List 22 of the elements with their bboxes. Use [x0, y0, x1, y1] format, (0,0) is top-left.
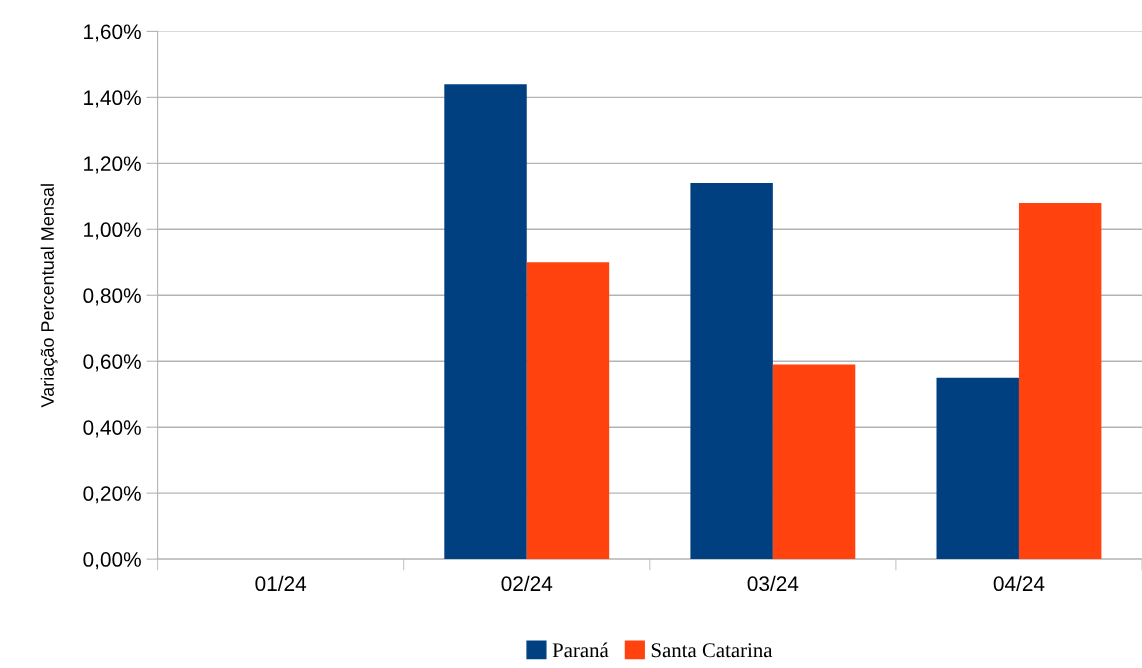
- x-tick-label: 01/24: [255, 575, 307, 592]
- y-tick-label: 1,40%: [84, 90, 141, 108]
- x-tick-label: 03/24: [747, 575, 799, 592]
- bar: [690, 183, 773, 560]
- y-tick-label: 1,60%: [84, 24, 141, 42]
- y-tick-label: 1,00%: [84, 222, 141, 240]
- bar: [526, 262, 610, 560]
- y-tick-label: 0,80%: [83, 288, 141, 306]
- y-axis-title: Variação Percentual Mensal: [40, 184, 58, 408]
- y-tick-label: 1,20%: [84, 156, 141, 174]
- y-tick-label: 0,60%: [83, 354, 141, 372]
- legend-label: Santa Catarina: [651, 643, 773, 658]
- y-tick-label: 0,40%: [83, 420, 141, 438]
- y-tick-label: 0,20%: [83, 486, 141, 504]
- bar: [444, 84, 527, 560]
- y-tick-label: 0,00%: [83, 552, 141, 570]
- bar: [772, 364, 856, 560]
- bar: [1018, 202, 1102, 560]
- bar: [936, 377, 1019, 560]
- x-tick-label: 02/24: [501, 575, 553, 592]
- x-tick-label: 04/24: [993, 575, 1045, 592]
- legend-label: Paraná: [552, 642, 609, 658]
